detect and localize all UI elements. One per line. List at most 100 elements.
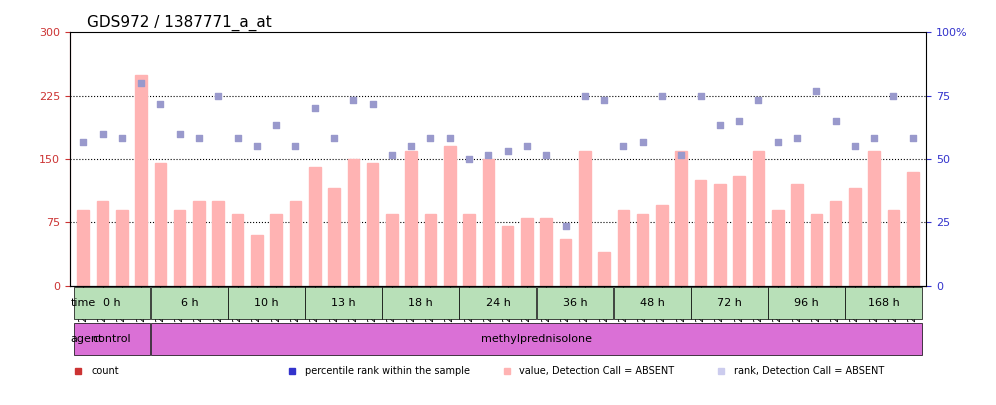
Point [249,143,265,149]
Bar [348,159,360,286]
Point [692,92,708,99]
Bar [405,151,417,286]
Text: 0 h: 0 h [104,298,121,308]
Bar [811,214,822,286]
Text: percentile rank within the sample: percentile rank within the sample [306,366,470,375]
Bar [502,226,513,286]
Text: time: time [71,298,96,308]
Bar [791,184,803,286]
FancyBboxPatch shape [74,323,150,355]
Point [597,97,613,103]
Bar [830,201,842,286]
Bar [714,184,726,286]
Bar [329,188,340,286]
Point [616,143,631,149]
FancyBboxPatch shape [846,287,922,319]
Bar [695,180,706,286]
Text: 13 h: 13 h [332,298,356,308]
Point [307,105,323,111]
Point [95,130,111,137]
Point [133,80,149,86]
Point [577,92,593,99]
Bar [850,188,861,286]
Point [847,143,863,149]
Point [519,143,535,149]
Bar [521,218,533,286]
Point [171,130,187,137]
Point [210,92,226,99]
Point [885,92,901,99]
Bar [193,201,205,286]
Text: methylprednisolone: methylprednisolone [481,334,592,344]
FancyBboxPatch shape [537,287,614,319]
Text: 96 h: 96 h [794,298,819,308]
Bar [116,210,127,286]
Point [789,134,805,141]
Text: 168 h: 168 h [868,298,899,308]
Point [191,134,207,141]
Point [558,223,574,230]
Bar [78,210,89,286]
Point [634,139,650,145]
Text: 48 h: 48 h [639,298,664,308]
Bar [386,214,397,286]
FancyBboxPatch shape [228,287,305,319]
Point [442,134,458,141]
Bar [656,205,667,286]
Point [288,143,304,149]
Bar [135,75,146,286]
Point [346,97,362,103]
Bar [541,218,552,286]
Bar [907,172,918,286]
Bar [251,235,263,286]
Text: count: count [92,366,119,375]
Bar [753,151,764,286]
Point [76,139,92,145]
Point [422,134,438,141]
Bar [560,239,572,286]
Bar [367,163,378,286]
Point [480,151,496,158]
FancyBboxPatch shape [150,287,227,319]
Bar [483,159,494,286]
Point [230,134,246,141]
Point [673,151,689,158]
Bar [599,252,610,286]
Text: agent: agent [71,334,103,344]
Point [809,88,825,95]
Bar [636,214,648,286]
FancyBboxPatch shape [614,287,690,319]
FancyBboxPatch shape [382,287,459,319]
Point [538,151,554,158]
Text: 18 h: 18 h [408,298,433,308]
Text: control: control [93,334,131,344]
Text: value, Detection Call = ABSENT: value, Detection Call = ABSENT [520,366,674,375]
Point [867,134,882,141]
Text: GDS972 / 1387771_a_at: GDS972 / 1387771_a_at [87,15,272,31]
Bar [887,210,899,286]
Point [654,92,670,99]
Bar [869,151,880,286]
Bar [444,146,455,286]
Point [712,122,728,128]
Bar [675,151,687,286]
FancyBboxPatch shape [305,287,381,319]
Point [770,139,786,145]
Point [383,151,399,158]
Bar [618,210,629,286]
Bar [154,163,166,286]
FancyBboxPatch shape [74,287,150,319]
Bar [290,201,301,286]
FancyBboxPatch shape [150,323,922,355]
Point [365,101,380,107]
Point [731,118,747,124]
Text: 36 h: 36 h [563,298,588,308]
Point [500,147,516,154]
Point [828,118,844,124]
Bar [309,167,321,286]
Bar [733,176,745,286]
Point [268,122,284,128]
Bar [270,214,282,286]
FancyBboxPatch shape [691,287,768,319]
Bar [772,210,784,286]
